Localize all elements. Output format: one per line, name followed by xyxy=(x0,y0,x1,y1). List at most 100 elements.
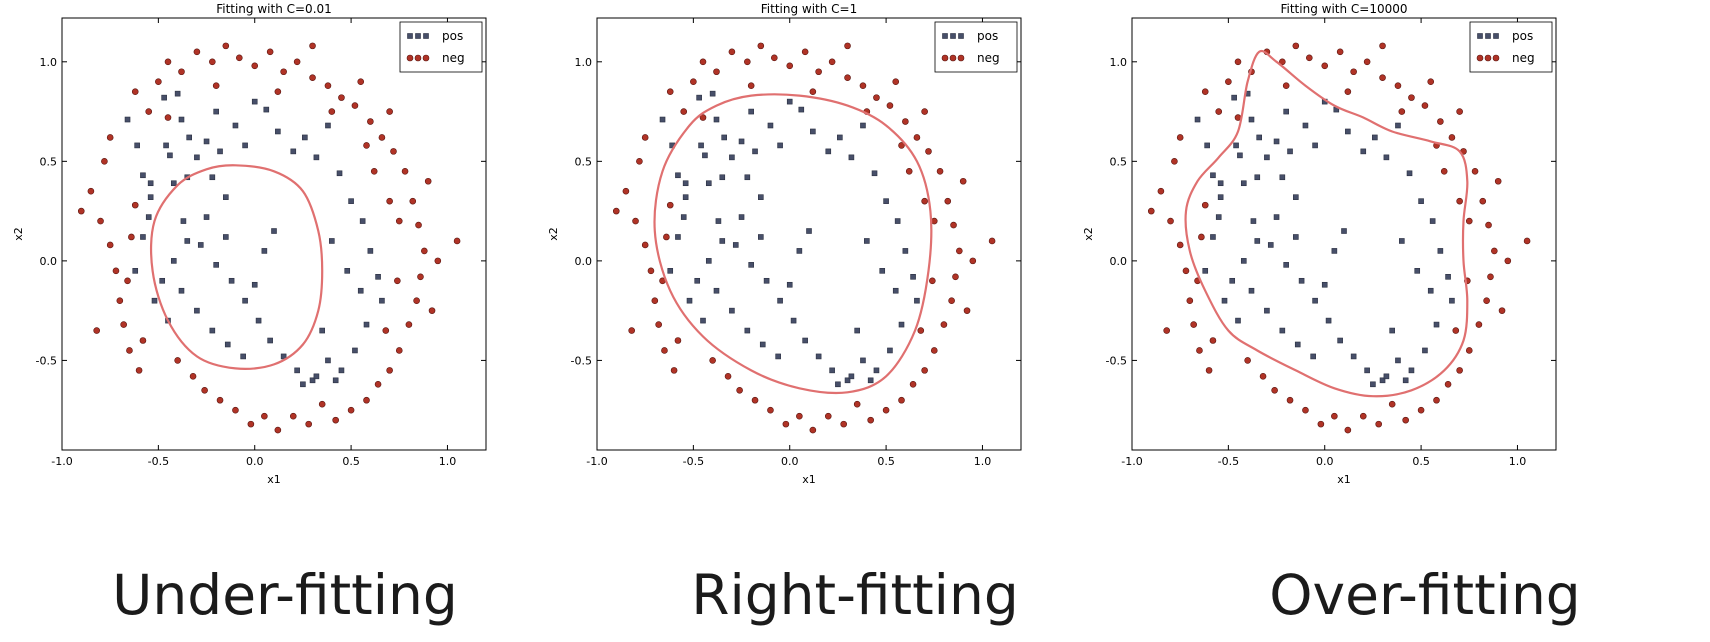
point-neg xyxy=(274,88,282,95)
point-neg xyxy=(796,412,803,420)
point-pos xyxy=(132,268,139,274)
point-pos xyxy=(134,142,140,149)
point-pos xyxy=(178,287,185,294)
point-pos xyxy=(140,234,146,240)
point-pos xyxy=(161,94,167,101)
point-pos xyxy=(290,148,297,155)
point-neg xyxy=(921,197,928,205)
point-pos xyxy=(1294,341,1301,348)
point-neg xyxy=(106,134,114,141)
legend-marker-pos xyxy=(950,33,956,39)
y-tick-label: 0.0 xyxy=(40,255,58,268)
point-neg xyxy=(1234,58,1242,66)
point-pos xyxy=(1240,258,1247,264)
point-pos xyxy=(1395,122,1401,129)
point-pos xyxy=(1427,287,1434,294)
point-pos xyxy=(325,122,331,129)
legend-label: neg xyxy=(1512,51,1535,65)
point-pos xyxy=(363,321,370,328)
legend-marker-pos xyxy=(423,33,429,39)
point-pos xyxy=(729,154,735,161)
point-pos xyxy=(694,277,701,284)
point-neg xyxy=(674,337,682,344)
point-neg xyxy=(155,78,162,86)
x-axis-label: x1 xyxy=(802,473,816,486)
plot-frame xyxy=(596,17,1022,451)
legend: pos neg xyxy=(934,21,1018,73)
point-pos xyxy=(294,367,300,374)
point-pos xyxy=(686,297,693,304)
legend-box xyxy=(399,21,483,73)
point-neg xyxy=(1475,321,1483,328)
point-pos xyxy=(1231,94,1237,101)
point-neg xyxy=(663,233,670,241)
point-pos xyxy=(837,134,843,141)
point-pos xyxy=(194,154,200,161)
point-pos xyxy=(1248,116,1255,123)
legend: pos neg xyxy=(1469,21,1553,73)
y-axis-label: x2 xyxy=(12,227,25,241)
point-pos xyxy=(1395,357,1401,364)
point-pos xyxy=(790,317,797,324)
decision-boundary xyxy=(653,93,933,395)
point-pos xyxy=(379,297,385,304)
point-neg xyxy=(434,257,442,265)
point-pos xyxy=(829,367,835,374)
point-pos xyxy=(1341,228,1347,234)
point-pos xyxy=(163,142,169,149)
point-neg xyxy=(328,108,336,115)
point-neg xyxy=(395,217,403,225)
point-neg xyxy=(873,94,880,101)
point-neg xyxy=(347,406,355,414)
legend: pos neg xyxy=(399,21,483,73)
chart-title: Fitting with C=10000 xyxy=(1280,2,1407,16)
point-neg xyxy=(293,58,301,66)
point-pos xyxy=(675,172,681,179)
point-neg xyxy=(969,257,977,265)
point-pos xyxy=(332,377,339,384)
point-neg xyxy=(1504,257,1512,265)
point-neg xyxy=(395,347,403,354)
point-pos xyxy=(1210,172,1216,179)
point-neg xyxy=(174,357,181,364)
point-pos xyxy=(786,281,793,288)
y-tick-label: -0.5 xyxy=(1106,354,1127,367)
y-tick-label: 0.5 xyxy=(1110,155,1128,168)
point-pos xyxy=(352,347,358,354)
point-neg xyxy=(201,386,208,394)
point-pos xyxy=(759,341,766,348)
point-neg xyxy=(1292,42,1300,50)
point-pos xyxy=(1360,148,1367,155)
x-axis-label: x1 xyxy=(1337,473,1351,486)
point-neg xyxy=(840,420,847,428)
point-neg xyxy=(424,177,432,185)
point-neg xyxy=(1523,237,1531,245)
point-neg xyxy=(1182,267,1190,275)
plot-frame xyxy=(1131,17,1557,451)
point-neg xyxy=(77,207,85,215)
point-pos xyxy=(147,194,154,200)
point-neg xyxy=(1444,381,1452,388)
point-neg xyxy=(1379,74,1386,82)
point-neg xyxy=(940,321,948,328)
point-neg xyxy=(913,134,921,141)
point-neg xyxy=(690,78,697,86)
point-pos xyxy=(184,238,191,244)
point-pos xyxy=(1345,128,1351,135)
point-pos xyxy=(1283,262,1289,268)
point-pos xyxy=(223,194,229,200)
point-pos xyxy=(748,262,754,268)
legend-box xyxy=(934,21,1018,73)
point-pos xyxy=(758,194,764,200)
point-pos xyxy=(174,90,181,97)
point-pos xyxy=(170,258,177,264)
point-neg xyxy=(921,367,928,374)
point-pos xyxy=(1402,377,1409,384)
point-neg xyxy=(655,321,662,328)
point-neg xyxy=(905,167,913,175)
point-neg xyxy=(670,367,678,374)
point-pos xyxy=(1331,248,1338,254)
point-neg xyxy=(1344,88,1352,95)
point-neg xyxy=(1176,134,1184,141)
point-neg xyxy=(374,381,382,388)
